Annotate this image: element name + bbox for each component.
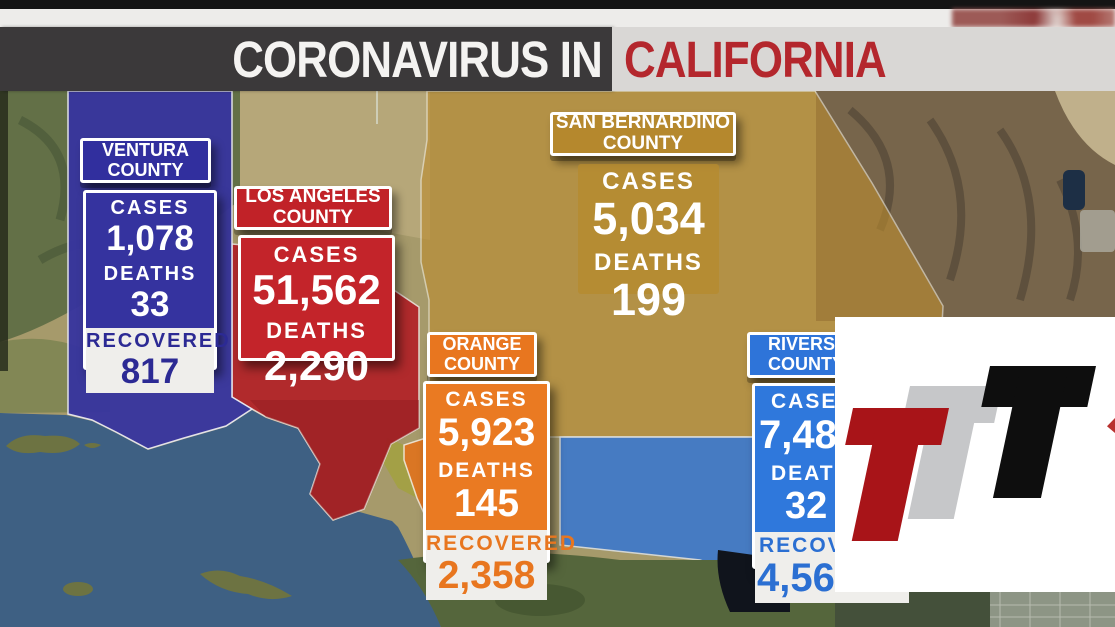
terrain-desert-valley: [1055, 91, 1115, 165]
logo-ttt-icon: [845, 366, 1096, 541]
stat-value: 33: [130, 284, 170, 324]
stat-label: CASES: [445, 388, 528, 411]
county-name: SAN BERNARDINO COUNTY: [555, 112, 731, 154]
map-edge-shadow: [0, 91, 8, 371]
county-header-los-angeles: LOS ANGELES COUNTY: [234, 186, 392, 230]
county-stats-san-bernardino: CASES 5,034 DEATHS 199: [578, 164, 719, 323]
recovered-section: RECOVERED 817: [86, 327, 231, 393]
county-header-ventura: VENTURA COUNTY: [80, 138, 211, 183]
logo-letter-t-black: [981, 366, 1096, 498]
stat-value: 4,56: [757, 556, 835, 601]
stat-value: 51,562: [252, 265, 381, 313]
county-shape-sliver[interactable]: [383, 438, 417, 498]
logo-edge-fragment: [1107, 418, 1115, 433]
stat-label: DEATHS: [438, 459, 535, 483]
stat-label: DEATHS: [103, 262, 197, 285]
stat-value: 5,923: [437, 410, 536, 454]
title-bar: CORONAVIRUS IN CALIFORNIA: [0, 27, 1115, 91]
lake: [1063, 170, 1085, 210]
stat-label: RECOVERED: [426, 531, 578, 555]
stat-label: DEATHS: [266, 317, 367, 343]
title-bar-light-section: CALIFORNIA: [612, 27, 1115, 91]
stat-value: 5,034: [592, 193, 705, 245]
title-text-left: CORONAVIRUS IN: [232, 30, 603, 88]
stat-label: DEATHS: [594, 249, 703, 277]
island-catalina: [200, 570, 292, 600]
recovered-section: RECOVERED 2,358: [426, 529, 578, 600]
island-anacapa: [84, 443, 101, 448]
stat-label: CASES: [110, 197, 190, 219]
county-name: VENTURA COUNTY: [101, 139, 189, 180]
county-header-san-bernardino: SAN BERNARDINO COUNTY: [550, 112, 736, 156]
stat-value: 145: [453, 482, 520, 526]
county-stats-orange: CASES 5,923 DEATHS 145 RECOVERED 2,358: [423, 381, 575, 600]
stat-value: 199: [610, 274, 687, 326]
stat-value: 7,48: [759, 412, 837, 457]
county-name: LOS ANGELES COUNTY: [245, 186, 381, 228]
video-thumbnail-fragment: [952, 9, 1115, 27]
stat-label: CASES: [273, 242, 360, 267]
city-grid: [990, 592, 1115, 627]
island-santa-cruz: [6, 435, 80, 454]
county-stats-los-angeles: CASES 51,562 DEATHS 2,290: [238, 235, 395, 387]
stat-value: 1,078: [106, 218, 194, 258]
island-santa-barbara: [63, 582, 93, 596]
top-light-strip: [0, 9, 1115, 27]
county-header-orange: ORANGE COUNTY: [427, 332, 537, 377]
top-black-strip: [0, 0, 1115, 9]
logo-letter-t-red: [845, 408, 949, 541]
stat-value: 2,290: [263, 341, 370, 389]
stat-value: 32: [785, 485, 828, 528]
county-stats-ventura: CASES 1,078 DEATHS 33 RECOVERED 817: [83, 190, 229, 393]
stat-label: RECOVERED: [86, 329, 231, 352]
city-grid-lines: [990, 592, 1115, 627]
stat-label: CASES: [771, 390, 854, 413]
city-patch: [1080, 210, 1115, 252]
stat-label: CASES: [602, 168, 695, 195]
station-logo: [835, 317, 1115, 592]
title-text-right: CALIFORNIA: [624, 30, 887, 88]
ocean: [0, 410, 441, 627]
road-line: [376, 91, 378, 124]
county-shade-la-south: [250, 400, 419, 520]
title-bar-dark-section: CORONAVIRUS IN: [0, 27, 612, 91]
stat-value: 2,358: [437, 554, 536, 598]
stat-value: 817: [120, 351, 180, 391]
terrain-ridge: [847, 106, 1082, 302]
county-name: ORANGE COUNTY: [442, 333, 522, 374]
